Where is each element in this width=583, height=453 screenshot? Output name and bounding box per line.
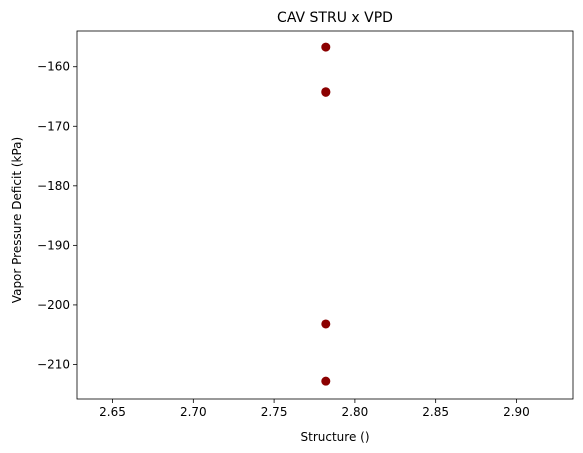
data-points bbox=[321, 42, 331, 386]
data-point-2 bbox=[321, 87, 331, 97]
y-axis-ticks: −210 −200 −190 −180 −170 −160 bbox=[37, 60, 77, 371]
y-tick-label: −200 bbox=[37, 298, 70, 312]
x-tick-label: 2.90 bbox=[503, 405, 530, 419]
chart-title: CAV STRU x VPD bbox=[277, 10, 393, 26]
y-tick-label: −190 bbox=[37, 238, 70, 252]
data-point-3 bbox=[321, 319, 331, 329]
data-point-0 bbox=[321, 42, 331, 52]
x-tick-label: 2.85 bbox=[422, 405, 449, 419]
y-tick-label: −210 bbox=[37, 357, 70, 371]
x-axis-ticks: 2.65 2.70 2.75 2.80 2.85 2.90 bbox=[99, 399, 530, 419]
y-axis-label: Vapor Pressure Deficit (kPa) bbox=[10, 137, 24, 303]
x-tick-label: 2.65 bbox=[99, 405, 126, 419]
x-tick-label: 2.80 bbox=[342, 405, 369, 419]
plot-area bbox=[76, 30, 574, 400]
y-tick-label: −180 bbox=[37, 179, 70, 193]
x-tick-label: 2.70 bbox=[180, 405, 207, 419]
x-axis-label: Structure () bbox=[301, 430, 370, 444]
x-tick-label: 2.75 bbox=[261, 405, 288, 419]
y-tick-label: −160 bbox=[37, 60, 70, 74]
data-point-4 bbox=[321, 376, 331, 386]
plot-frame bbox=[76, 30, 574, 400]
y-tick-label: −170 bbox=[37, 119, 70, 133]
